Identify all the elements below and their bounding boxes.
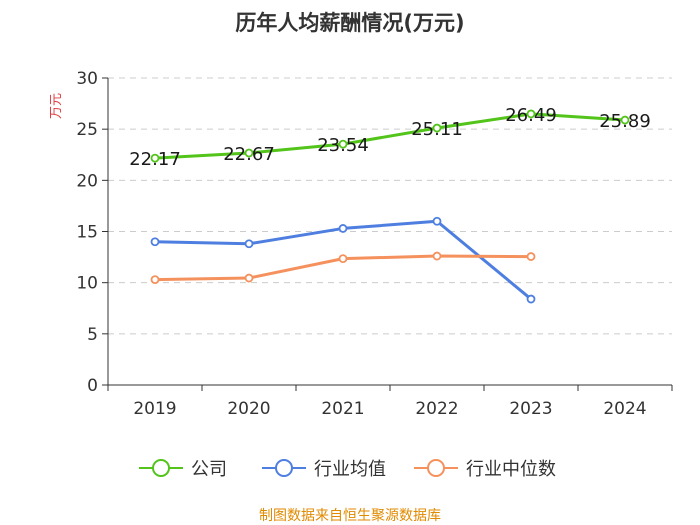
y-axis-ticks: 0 5 10 15 20 25 30	[76, 69, 109, 396]
data-point[interactable]	[150, 153, 160, 163]
y-axis-label: 万元	[49, 93, 64, 119]
legend-marker	[427, 459, 445, 477]
legend-item-0[interactable]: 公司	[139, 459, 227, 480]
data-point[interactable]	[244, 148, 254, 158]
series-line-0	[153, 112, 627, 160]
legend[interactable]: 公司 行业均值 行业中位数	[139, 459, 556, 480]
data-point[interactable]	[526, 294, 536, 304]
data-point[interactable]	[338, 254, 348, 264]
data-point[interactable]	[338, 224, 348, 233]
y-tick-label: 30	[76, 69, 98, 89]
y-tick-label: 0	[87, 376, 98, 396]
chart-title: 历年人均薪酬情况(万元)	[235, 11, 464, 35]
y-tick-label: 20	[76, 171, 98, 191]
data-label: 25.11	[411, 119, 463, 140]
y-tick-label: 5	[87, 325, 98, 345]
x-tick-label: 2024	[603, 399, 646, 419]
source-note: 制图数据来自恒生聚源数据库	[259, 508, 441, 524]
data-label: 25.89	[599, 111, 651, 132]
data-point[interactable]	[432, 251, 442, 261]
legend-marker	[275, 459, 293, 477]
x-tick-label: 2023	[509, 399, 552, 419]
data-point[interactable]	[338, 139, 348, 149]
x-tick-label: 2021	[321, 399, 364, 419]
series-layer	[150, 109, 630, 304]
legend-label: 行业均值	[314, 459, 386, 480]
legend-label: 行业中位数	[466, 459, 556, 480]
data-point[interactable]	[526, 252, 536, 261]
legend-label: 公司	[191, 459, 227, 480]
legend-marker	[152, 459, 170, 477]
data-point[interactable]	[150, 237, 160, 247]
y-tick-label: 10	[76, 274, 98, 294]
legend-item-1[interactable]: 行业均值	[262, 459, 386, 480]
data-point[interactable]	[526, 109, 536, 119]
x-tick-label: 2020	[227, 399, 270, 419]
data-label: 23.54	[317, 135, 369, 156]
y-tick-label: 25	[76, 120, 98, 140]
data-point[interactable]	[244, 273, 254, 283]
x-tick-label: 2022	[415, 399, 458, 419]
data-point[interactable]	[620, 115, 630, 125]
data-point[interactable]	[244, 239, 254, 249]
legend-item-2[interactable]: 行业中位数	[414, 459, 556, 480]
x-tick-label: 2019	[133, 399, 176, 419]
data-point[interactable]	[432, 123, 442, 133]
x-axis: 2019 2020 2021 2022 2023 2024	[107, 384, 673, 419]
data-label: 22.67	[223, 144, 275, 165]
data-label: 22.17	[129, 149, 181, 170]
data-label: 26.49	[505, 105, 557, 126]
y-tick-label: 15	[76, 223, 98, 243]
data-labels: 22.17 22.67 23.54 25.11 26.49 25.89	[129, 105, 651, 170]
grid-lines	[108, 77, 672, 335]
data-point[interactable]	[150, 275, 160, 284]
data-point[interactable]	[432, 216, 442, 226]
